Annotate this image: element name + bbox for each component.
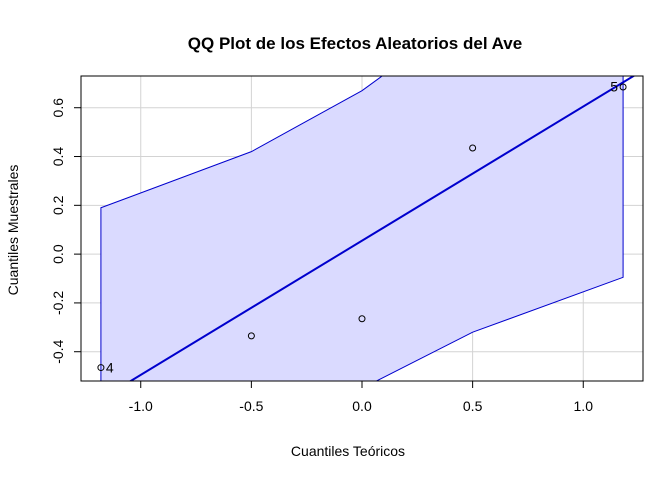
y-tick-label-2: 0.0 [50, 244, 66, 264]
data-points: 45 [97, 79, 627, 375]
data-point-3 [469, 144, 477, 152]
y-tick-label-3: 0.2 [50, 195, 66, 215]
x-tick-label-1: -0.5 [239, 398, 263, 414]
reference-line [128, 76, 636, 381]
x-tick-label-0: -1.0 [129, 398, 153, 414]
x-tick-label-3: 0.5 [463, 398, 483, 414]
y-tick-label-0: -0.4 [50, 339, 66, 363]
x-tick-label-2: 0.0 [352, 398, 372, 414]
data-point-4 [619, 83, 627, 91]
y-axis-title: Cuantiles Muestrales [5, 165, 21, 296]
data-point-2 [358, 315, 366, 323]
y-tick-label-5: 0.6 [50, 98, 66, 118]
y-tick-label-4: 0.4 [50, 147, 66, 167]
y-tick-label-1: -0.2 [50, 291, 66, 315]
data-point-0 [97, 364, 105, 372]
point-label-4: 4 [106, 359, 114, 375]
plot-frame [80, 75, 644, 382]
x-axis-ticks: -1.0 -0.5 0.0 0.5 1.0 [129, 381, 594, 414]
x-axis-title: Cuantiles Teóricos [291, 443, 405, 459]
confidence-envelope [100, 76, 624, 381]
data-point-1 [247, 332, 255, 340]
y-axis-ticks: -0.4 -0.2 0.0 0.2 0.4 0.6 [50, 98, 81, 364]
chart-title: QQ Plot de los Efectos Aleatorios del Av… [188, 34, 522, 53]
point-label-5: 5 [610, 79, 618, 95]
x-tick-label-4: 1.0 [574, 398, 594, 414]
